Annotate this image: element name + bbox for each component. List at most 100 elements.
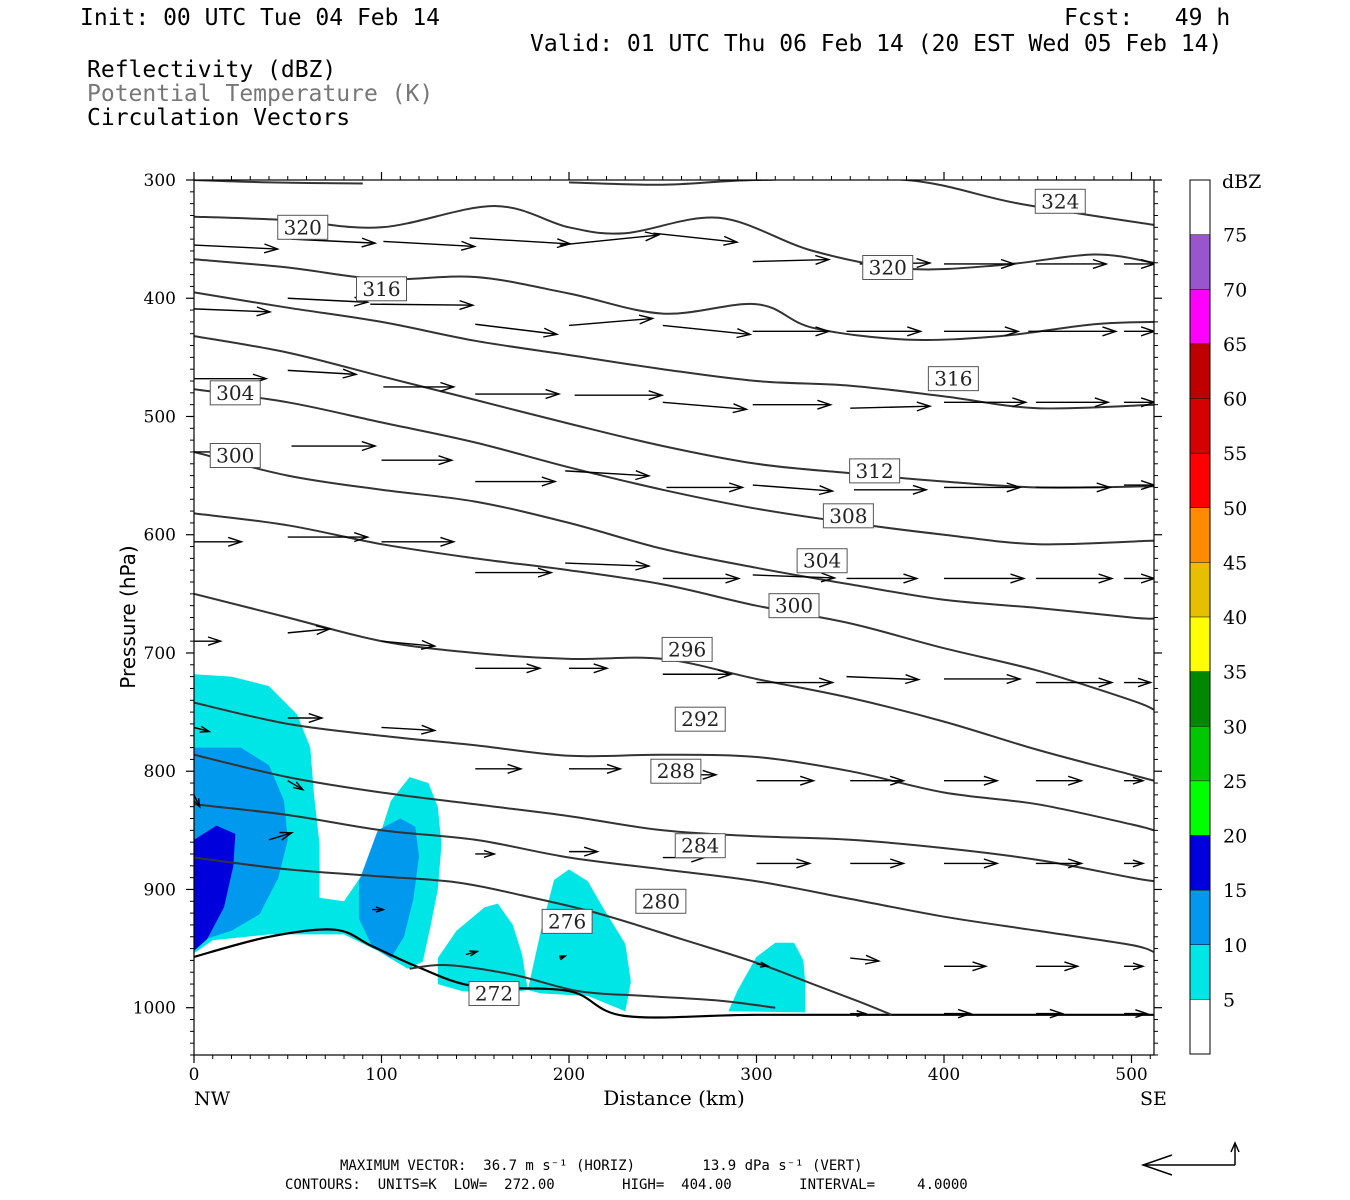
circulation-vector — [475, 323, 560, 338]
vector-head — [1010, 573, 1027, 584]
x-tick-label: 400 — [928, 1065, 960, 1085]
contour-label: 324 — [1034, 188, 1086, 214]
vector-head — [1012, 397, 1028, 408]
x-axis-title: Distance (km) — [603, 1086, 745, 1110]
reflectivity-region — [728, 942, 806, 1013]
vector-head — [460, 240, 477, 251]
vector-head — [1067, 858, 1084, 869]
circulation-vector — [944, 775, 1000, 786]
contour-label-box — [541, 908, 593, 934]
vector-shaft — [381, 726, 435, 732]
vector-head — [815, 326, 832, 337]
circulation-vector — [752, 399, 833, 410]
circulation-vector — [1035, 397, 1111, 408]
vector-head — [732, 403, 749, 414]
y-axis-title: Pressure (hPa) — [116, 545, 140, 688]
circulation-vector — [475, 763, 524, 774]
colorbar-swatch — [1190, 289, 1210, 344]
vector-head — [256, 306, 273, 317]
vector-head — [916, 258, 933, 269]
vector-head — [912, 484, 929, 495]
contour-label: 320 — [277, 214, 329, 240]
circulation-vector — [194, 725, 212, 733]
vector-head — [817, 399, 833, 410]
circulation-vector — [574, 390, 665, 401]
colorbar-swatch — [1190, 780, 1210, 836]
colorbar-swatch — [1190, 890, 1210, 945]
circulation-vector — [756, 961, 771, 968]
circulation-vector — [752, 484, 835, 496]
contour-label: 300 — [768, 593, 820, 619]
theta-contour-line — [194, 512, 1154, 711]
y-tick-label: 600 — [144, 526, 176, 546]
vector-head — [644, 231, 661, 242]
vector-head — [440, 381, 456, 392]
vector-head — [723, 235, 740, 246]
circulation-vector — [846, 573, 920, 584]
contour-label: 300 — [209, 443, 261, 469]
circulation-vector — [381, 455, 455, 466]
circulation-vector — [1124, 962, 1146, 971]
circulation-vector — [1035, 258, 1109, 270]
theta-contour-line — [194, 335, 1154, 489]
circulation-vector — [287, 296, 370, 307]
colorbar-tick-label: 10 — [1223, 935, 1247, 957]
circulation-vector — [1028, 326, 1119, 337]
vector-head — [541, 476, 558, 487]
circulation-vector — [846, 674, 921, 685]
contour-label-box — [635, 888, 687, 914]
x-tick-label: 100 — [365, 1065, 397, 1085]
vector-shaft — [565, 562, 649, 567]
vector-head — [292, 781, 305, 791]
contour-label-text: 280 — [642, 889, 680, 913]
vector-head — [1140, 573, 1154, 584]
vector-head — [1067, 775, 1084, 786]
vector-shaft — [475, 323, 558, 335]
vector-head — [983, 858, 1000, 869]
contour-label-text: 312 — [856, 459, 894, 483]
vector-shaft — [194, 308, 271, 313]
contour-label: 308 — [822, 503, 874, 529]
circulation-vector — [268, 831, 294, 841]
vector-head — [1140, 326, 1154, 337]
vector-head — [583, 846, 600, 857]
circulation-vector — [1035, 775, 1084, 786]
contour-label: 316 — [927, 366, 979, 392]
field-title-circulation-vectors: Circulation Vectors — [87, 105, 351, 131]
reflectivity-region — [194, 825, 236, 951]
circulation-vector — [568, 314, 655, 327]
contour-label-box — [650, 758, 702, 784]
circulation-vector — [565, 470, 652, 481]
vector-shaft — [662, 401, 747, 410]
colorbar-tick-label: 50 — [1223, 498, 1247, 520]
colorbar-swatch — [1190, 562, 1210, 617]
vector-head — [361, 440, 378, 452]
x-tick-label: 300 — [740, 1065, 772, 1085]
vector-head — [648, 390, 665, 401]
vector-head — [207, 636, 223, 646]
circulation-vector — [944, 326, 1021, 337]
vector-head — [725, 573, 742, 584]
circulation-vector — [1124, 326, 1154, 337]
vector-head — [1096, 482, 1113, 493]
theta-contour-line — [194, 928, 1154, 1019]
circulation-vector — [1124, 776, 1146, 785]
vector-head — [702, 769, 719, 780]
colorbar-tick-label: 30 — [1223, 716, 1247, 738]
vector-shaft — [568, 317, 653, 327]
vector-head — [1132, 776, 1146, 785]
colorbar-swatch — [1190, 343, 1210, 399]
theta-contour-line — [194, 803, 1154, 954]
circulation-vector — [194, 536, 244, 547]
colorbar-tick-label: 40 — [1223, 607, 1247, 629]
contour-label-box — [1034, 188, 1086, 214]
vector-head — [526, 663, 543, 674]
colorbar-tick-label: 45 — [1223, 552, 1247, 574]
vector-head — [972, 961, 989, 972]
colorbar-tick-label: 55 — [1223, 443, 1247, 465]
circulation-vector — [944, 1008, 973, 1019]
circulation-vector — [662, 573, 742, 584]
y-tick-label: 300 — [144, 171, 176, 191]
x-tick-label: 200 — [553, 1065, 585, 1085]
vector-shaft — [381, 640, 435, 647]
